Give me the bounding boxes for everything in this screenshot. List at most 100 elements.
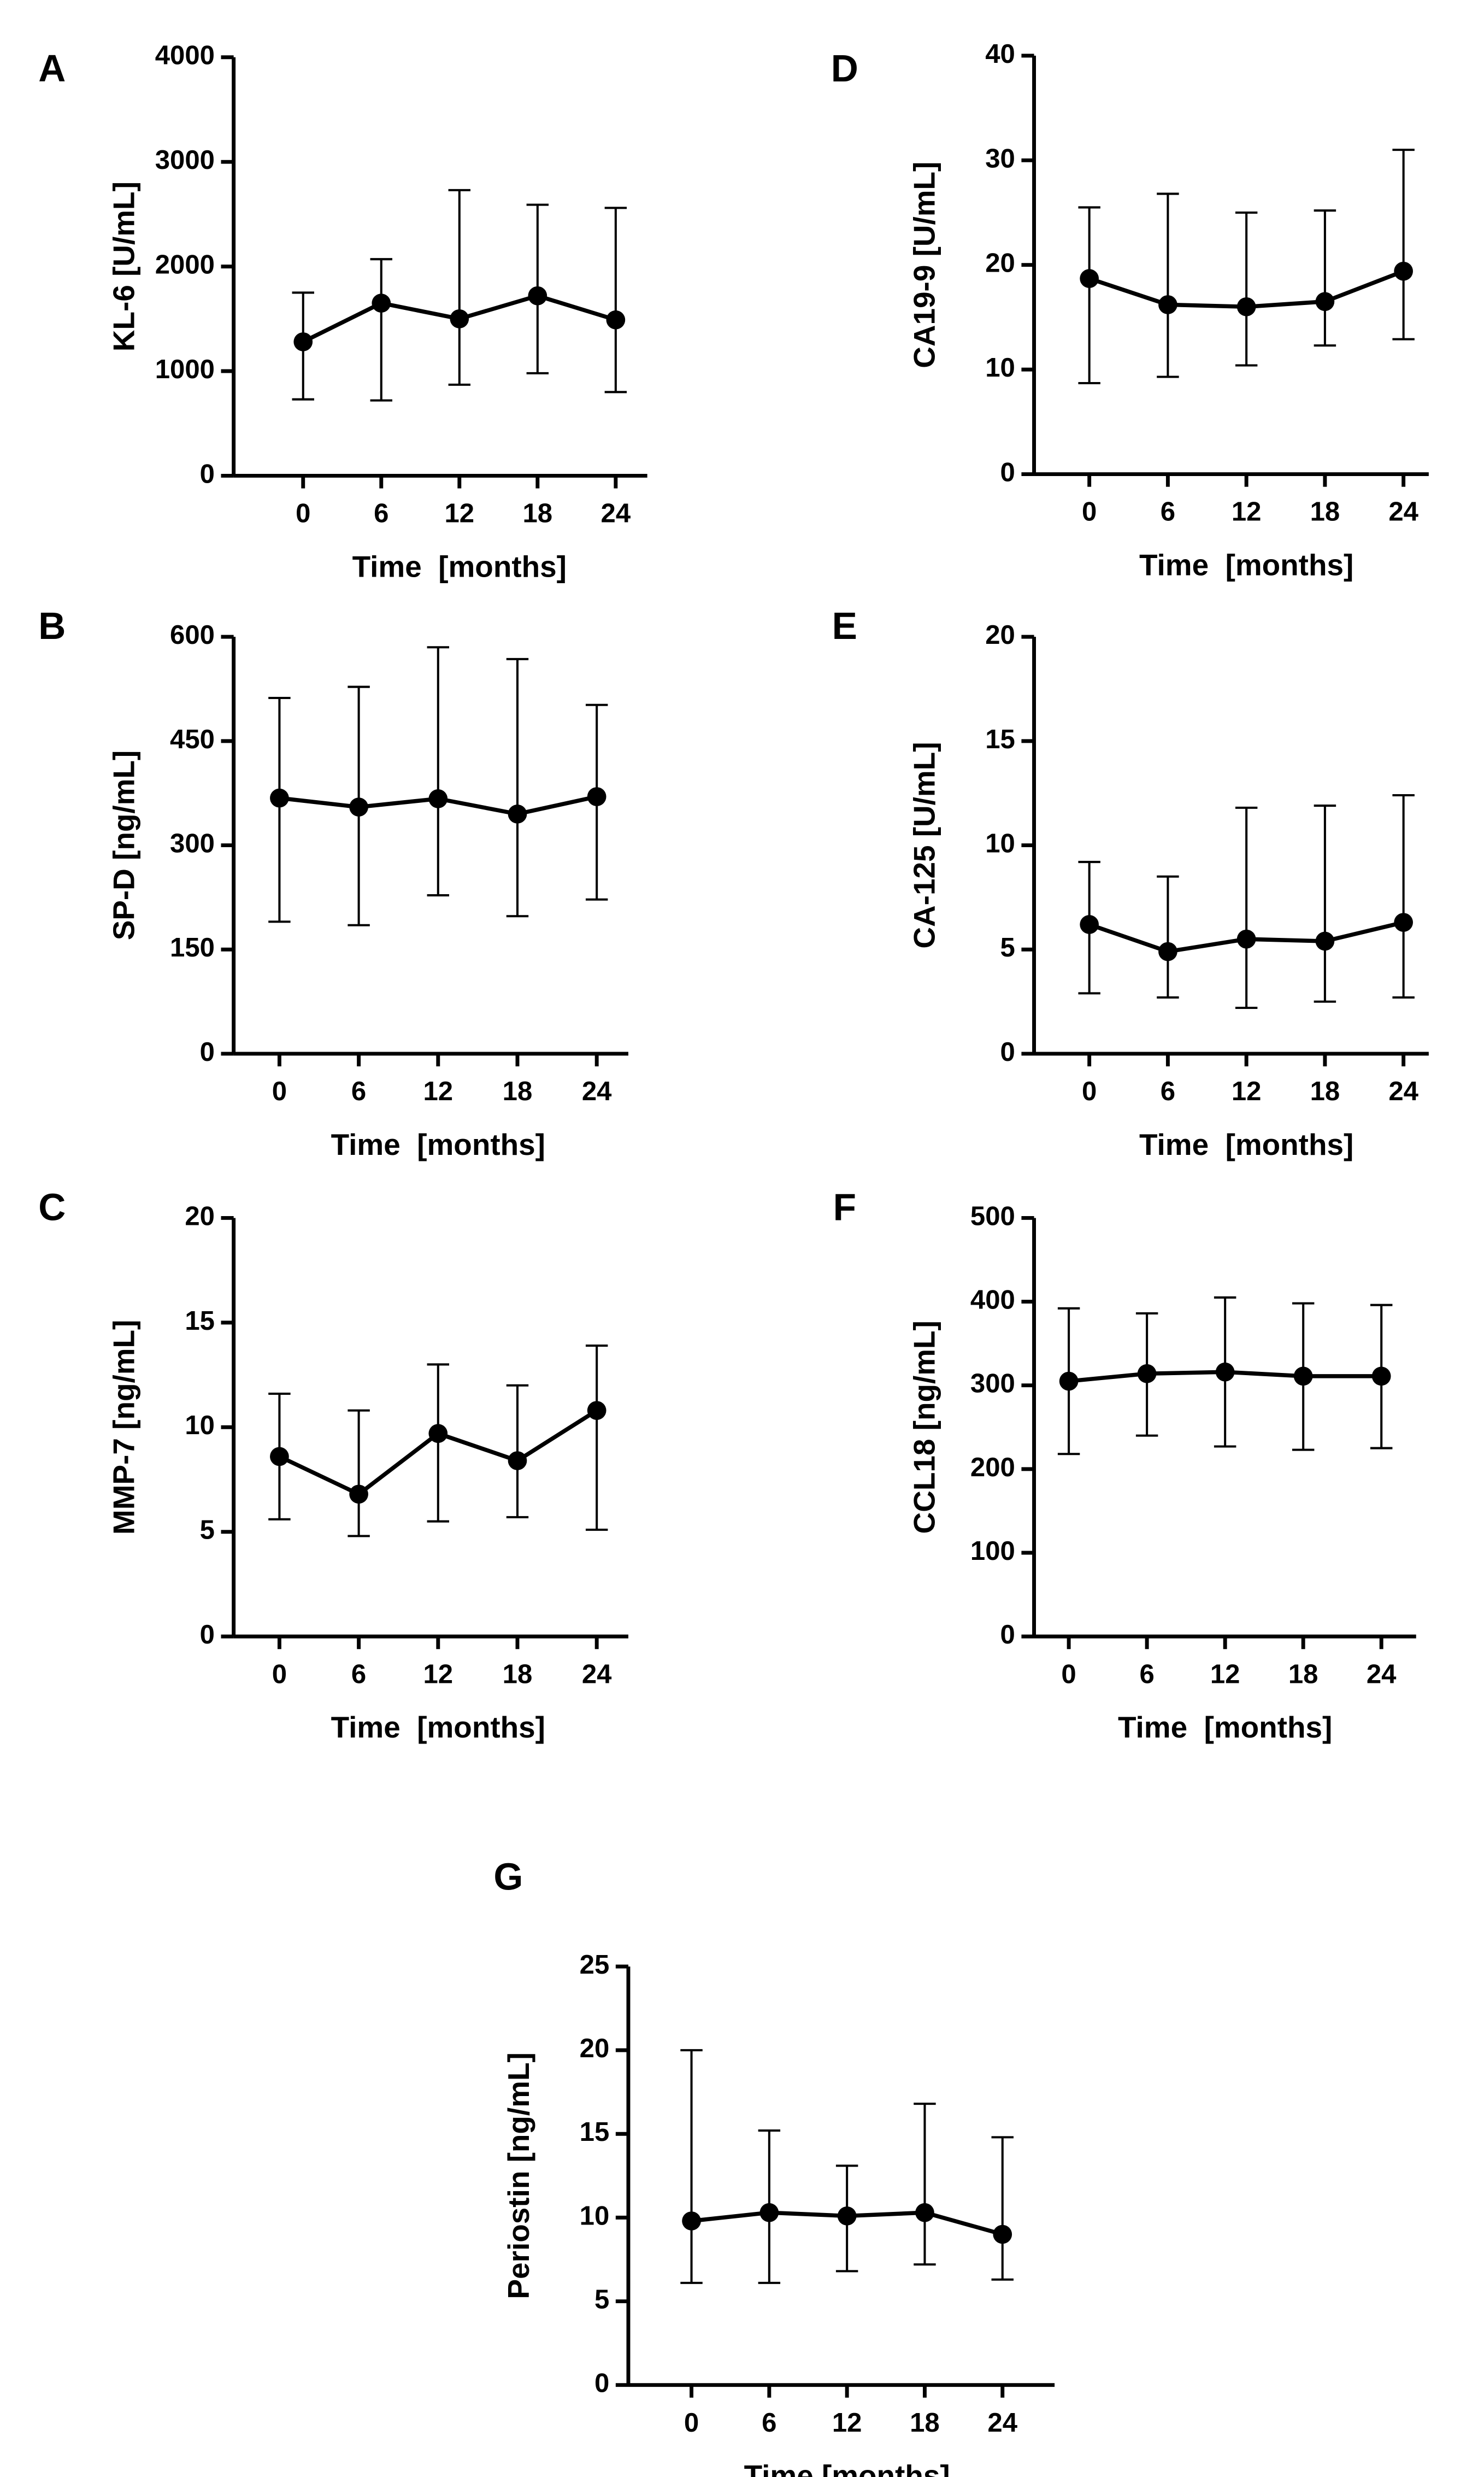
y-tick-label: 20 xyxy=(985,620,1015,650)
point xyxy=(1236,929,1256,949)
x-tick-label: 18 xyxy=(523,499,553,529)
y-tick-label: 600 xyxy=(170,620,215,650)
panel-letter: D xyxy=(831,47,858,90)
point xyxy=(428,1424,448,1443)
y-axis-title: CA19-9 [U/mL] xyxy=(908,162,941,368)
point xyxy=(682,2211,701,2231)
x-tick-label: 18 xyxy=(503,1077,533,1106)
y-tick-label: 2000 xyxy=(155,250,215,280)
y-tick-label: 25 xyxy=(580,1950,610,1980)
y-tick-label: 10 xyxy=(185,1411,215,1440)
x-tick-label: 6 xyxy=(1161,497,1175,527)
x-axis-title: Time [months] xyxy=(352,549,567,583)
y-tick-label: 15 xyxy=(985,725,1015,754)
y-tick-label: 0 xyxy=(200,459,215,489)
y-axis-title: SP-D [ng/mL] xyxy=(107,750,141,941)
point xyxy=(587,1401,606,1420)
x-tick-label: 12 xyxy=(1210,1659,1240,1689)
x-tick-label: 18 xyxy=(910,2408,940,2438)
x-tick-label: 0 xyxy=(1082,497,1097,527)
y-tick-label: 1000 xyxy=(155,355,215,384)
x-tick-label: 24 xyxy=(582,1659,612,1689)
point xyxy=(508,1451,527,1470)
x-tick-label: 0 xyxy=(684,2408,699,2438)
x-tick-label: 18 xyxy=(1310,497,1340,527)
x-tick-label: 18 xyxy=(1310,1077,1340,1106)
y-tick-label: 20 xyxy=(985,249,1015,278)
point xyxy=(450,309,469,328)
point xyxy=(1158,942,1177,961)
point xyxy=(837,2206,857,2226)
x-tick-label: 24 xyxy=(1388,1077,1418,1106)
point xyxy=(587,787,606,806)
panel-letter: A xyxy=(38,47,66,90)
y-axis-title: MMP-7 [ng/mL] xyxy=(107,1320,141,1535)
y-tick-label: 30 xyxy=(985,144,1015,173)
point xyxy=(349,1484,368,1504)
y-tick-label: 150 xyxy=(170,933,215,962)
x-tick-label: 24 xyxy=(987,2408,1017,2438)
point xyxy=(606,310,626,330)
y-tick-label: 5 xyxy=(200,1516,215,1545)
point xyxy=(1158,295,1177,314)
x-tick-label: 0 xyxy=(272,1077,287,1106)
point xyxy=(508,805,527,824)
y-axis-title: CA-125 [U/mL] xyxy=(908,742,941,949)
x-tick-label: 6 xyxy=(374,499,388,529)
point xyxy=(349,797,368,817)
x-tick-label: 12 xyxy=(423,1077,453,1106)
y-tick-label: 450 xyxy=(170,725,215,754)
x-axis-title: Time [months] xyxy=(331,1710,545,1744)
point xyxy=(759,2203,779,2222)
x-tick-label: 18 xyxy=(1288,1659,1318,1689)
point xyxy=(1215,1362,1235,1382)
point xyxy=(1293,1366,1313,1386)
x-axis-title: Time [months] xyxy=(1118,1710,1332,1744)
point xyxy=(1394,913,1413,932)
panel-letter: C xyxy=(38,1185,66,1228)
x-tick-label: 12 xyxy=(832,2408,862,2438)
point xyxy=(1236,297,1256,316)
y-tick-label: 0 xyxy=(1000,458,1015,488)
x-tick-label: 0 xyxy=(296,499,310,529)
x-axis-title: Time [months] xyxy=(1139,548,1353,582)
y-tick-label: 5 xyxy=(1000,933,1015,962)
panel-letter: B xyxy=(38,604,66,647)
x-tick-label: 12 xyxy=(1232,1077,1262,1106)
x-tick-label: 6 xyxy=(1139,1659,1154,1689)
panel-letter: G xyxy=(493,1855,523,1898)
x-tick-label: 6 xyxy=(762,2408,776,2438)
y-tick-label: 10 xyxy=(985,829,1015,859)
x-tick-label: 0 xyxy=(272,1659,287,1689)
y-tick-label: 15 xyxy=(580,2117,610,2147)
x-tick-label: 12 xyxy=(444,499,474,529)
point xyxy=(993,2224,1012,2244)
point xyxy=(293,332,313,351)
x-tick-label: 24 xyxy=(1388,497,1418,527)
point xyxy=(1394,261,1413,281)
y-tick-label: 10 xyxy=(580,2201,610,2231)
x-tick-label: 0 xyxy=(1061,1659,1076,1689)
y-tick-label: 200 xyxy=(970,1453,1015,1482)
y-tick-label: 100 xyxy=(970,1536,1015,1566)
x-tick-label: 24 xyxy=(1367,1659,1397,1689)
y-tick-label: 3000 xyxy=(155,145,215,175)
point xyxy=(1315,292,1335,312)
y-axis-title: CCL18 [ng/mL] xyxy=(908,1320,941,1534)
point xyxy=(1059,1371,1079,1391)
y-tick-label: 5 xyxy=(594,2285,609,2315)
y-tick-label: 15 xyxy=(185,1306,215,1336)
x-axis-title: Time [months] xyxy=(744,2459,950,2477)
y-tick-label: 400 xyxy=(970,1286,1015,1315)
point xyxy=(428,789,448,808)
y-tick-label: 0 xyxy=(594,2369,609,2398)
y-tick-label: 0 xyxy=(200,1620,215,1650)
point xyxy=(1080,269,1099,288)
panel-letter: E xyxy=(832,604,857,647)
point xyxy=(1371,1366,1391,1386)
x-tick-label: 12 xyxy=(1232,497,1262,527)
x-tick-label: 24 xyxy=(582,1077,612,1106)
y-tick-label: 0 xyxy=(1000,1037,1015,1067)
